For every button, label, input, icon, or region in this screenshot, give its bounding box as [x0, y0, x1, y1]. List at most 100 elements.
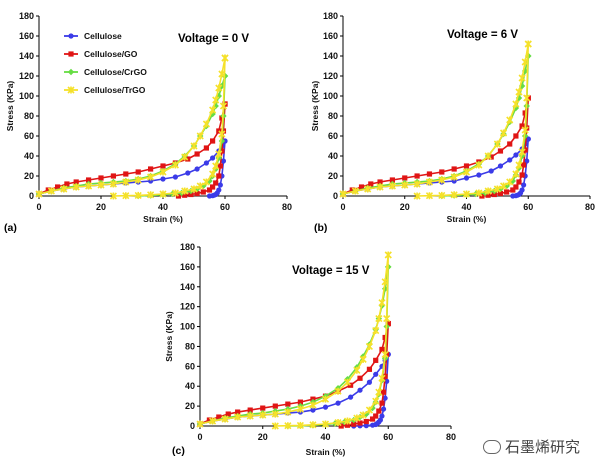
panel-a-ytick-label: 0	[29, 191, 34, 201]
panel-a-series-cellulose-trgo-loading-point	[134, 176, 142, 184]
panel-a-series-cellulose-loading-point	[148, 178, 154, 184]
panel-c-series-cellulose-trgo-unloading-point	[359, 411, 367, 419]
panel-a-series-cellulose-go-loading-point	[64, 181, 70, 187]
panel-a-series-cellulose-loading-point	[210, 155, 216, 161]
panel-c-series-cellulose-go-loading-point	[366, 366, 373, 372]
panel-a-series-cellulose-trgo-loading-point	[171, 161, 179, 169]
panel-a-series-cellulose-trgo-unloading-point	[209, 170, 217, 178]
panel-c-series-cellulose-go-loading-point	[206, 417, 213, 423]
panel-c-series-cellulose-trgo-loading-point	[259, 411, 267, 419]
panel-b-series-cellulose-trgo-loading-point	[450, 173, 458, 181]
panel-c-series-cellulose-trgo-unloading-point	[365, 406, 373, 414]
panel-b-series-cellulose-trgo-loading-point	[524, 40, 532, 48]
panel-a-series-cellulose-trgo-unloading-point	[219, 102, 228, 110]
panel-b-series-cellulose-crgo-loading-point	[518, 82, 526, 90]
panel-c-series-cellulose-trgo-loading-point	[359, 355, 367, 363]
panel-b-series-cellulose-trgo-loading-point	[475, 161, 483, 169]
panel-a-voltage-annotation: Voltage = 0 V	[178, 33, 249, 45]
panel-b-series-cellulose-go-unloading-point	[510, 187, 516, 193]
panel-b-series-cellulose-go-unloading-point	[479, 193, 485, 199]
panel-c-series-cellulose-go-unloading-point	[376, 408, 382, 414]
panel-c-series-cellulose-trgo-unloading-point	[309, 421, 317, 429]
panel-b-series-cellulose-trgo-loading-point	[438, 176, 446, 184]
panel-c-series-cellulose-go-loading-line	[199, 323, 390, 425]
panel-b-series-cellulose-crgo-loading-point	[515, 94, 523, 102]
panel-c-ytick-label: 40	[185, 381, 195, 391]
panel-b-series-cellulose-trgo-unloading-point	[425, 192, 434, 200]
panel-b-series-cellulose-trgo-loading-point	[512, 100, 520, 108]
panel-b-series-cellulose-trgo-unloading-point	[523, 94, 531, 102]
panel-b-series-cellulose-trgo-unloading-point	[512, 170, 520, 178]
panel-b-series-cellulose-trgo-loading-point	[493, 140, 501, 148]
panel-a-ytick-label: 60	[24, 131, 34, 141]
panel-b-series-cellulose-crgo	[339, 52, 532, 200]
panel-c-series-cellulose-trgo-loading-point	[384, 251, 392, 259]
panel-a-x-axis-label: Strain (%)	[143, 214, 183, 224]
panel-c-series-cellulose-trgo-loading-point	[208, 417, 217, 425]
panel-b-series-cellulose-go-loading-point	[513, 133, 519, 139]
panel-b-series-cellulose-trgo-unloading-point	[499, 182, 508, 190]
panel-b-ytick-label: 100	[323, 91, 338, 101]
panel-c-series-cellulose-go	[197, 320, 391, 429]
panel-a-series-cellulose-go-unloading-point	[182, 192, 188, 198]
panel-c-series-cellulose-go-unloading-point	[379, 400, 385, 406]
panel-a-series-cellulose-go-unloading-point	[200, 189, 206, 195]
wechat-icon	[483, 439, 501, 454]
panel-b-series-cellulose-go-loading-point	[507, 141, 513, 147]
panel-b-series-cellulose-trgo-unloading-point	[475, 189, 483, 197]
panel-c-series-cellulose-trgo-loading-point	[271, 410, 279, 418]
panel-a-series-cellulose-trgo-loading-point	[85, 182, 93, 190]
panel-a-series-cellulose-unloading-point	[217, 182, 223, 188]
panel-c-ytick-label: 160	[180, 262, 195, 272]
panel-a-ytick-label: 140	[19, 51, 34, 61]
panel-b-series-cellulose-go-unloading-point	[491, 191, 497, 198]
panel-c: 0 20 40 60 80 100 120 140 160 180 0 20 40 60 80 Strain …	[164, 242, 456, 457]
panel-a-series-cellulose-trgo-loading-point	[35, 190, 43, 198]
panel-a-series-cellulose-trgo-loading-point	[221, 54, 229, 62]
panel-c-series-cellulose-trgo-loading-point	[246, 412, 254, 420]
panel-a-series-cellulose-trgo-loading-point	[159, 168, 167, 176]
panel-a-series-cellulose-trgo-unloading-point	[134, 191, 142, 199]
panel-a-series-cellulose-go-unloading-point	[188, 191, 194, 198]
panel-b-series-cellulose-trgo-loading-point	[499, 129, 508, 137]
panel-b-ytick-label: 160	[323, 31, 338, 41]
panel-a-series-cellulose-trgo-loading-point	[60, 185, 68, 193]
panel-c-xtick-label: 80	[446, 432, 456, 442]
panel-b-series-cellulose-trgo-unloading-line	[417, 43, 530, 197]
panel-c-series-cellulose-trgo-unloading-point	[375, 388, 383, 396]
panel-a-series-cellulose-trgo-loading-point	[218, 70, 226, 78]
panel-c-series-cellulose-loading-point	[335, 400, 341, 406]
panel-c-xtick-label: 20	[258, 432, 268, 442]
panel-c-series-cellulose-trgo-loading-point	[365, 342, 373, 351]
panel-c-series-cellulose-go-unloading-point	[338, 423, 344, 429]
panel-a-series-cellulose-trgo-loading-point	[202, 120, 210, 128]
panel-b-series-cellulose-loading-point	[488, 168, 494, 174]
panel-b-ytick-label: 40	[328, 151, 338, 161]
panel-c-series-cellulose-go-unloading-point	[384, 351, 390, 357]
panel-b-series-cellulose-go-loading-point	[439, 169, 445, 175]
panel-c-series-cellulose-crgo	[196, 263, 392, 430]
panel-b: 0 20 40 60 80 100 120 140 160 180 0 20 40 60 80 Strain …	[310, 11, 595, 234]
panel-a-series-cellulose-go-loading-point	[216, 128, 222, 134]
panel-c-series-cellulose-go-unloading-point	[344, 422, 351, 428]
panel-c-series-cellulose-loading-point	[357, 387, 363, 393]
panel-b-series-cellulose-crgo-unloading-point	[521, 132, 529, 140]
panel-a-series-cellulose-go-unloading-point	[213, 180, 219, 186]
panel-a-series-cellulose-trgo-loading-point	[97, 181, 105, 189]
panel-b-series-cellulose-trgo-loading-point	[462, 168, 471, 176]
panel-a-series-cellulose-unloading-point	[206, 193, 213, 199]
panel-c-series-cellulose-trgo-unloading-point	[296, 421, 304, 429]
panel-b-series-cellulose-trgo-loading-line	[342, 43, 530, 195]
panel-c-series-cellulose-trgo-unloading-point	[271, 422, 279, 430]
panel-c-series-cellulose-trgo-unloading-point	[284, 422, 292, 430]
panel-a-series-cellulose-trgo-unloading-point	[212, 162, 220, 170]
panel-c-series-cellulose-trgo-loading-point	[372, 326, 380, 335]
panel-b-series-cellulose-unloading-point	[510, 193, 516, 199]
panel-c-series-cellulose-go-unloading-point	[369, 416, 376, 422]
panel-c-series-cellulose-loading-point	[310, 407, 316, 413]
panel-b-series-cellulose-trgo-unloading-point	[493, 185, 501, 193]
panel-a-legend-marker-cellulose-crgo	[67, 68, 75, 76]
panel-a: 0 20 40 60 80 100 120 140 160 180 0 20 40 60 80 Strain …	[4, 11, 292, 234]
panel-b-series-cellulose-loading-point	[497, 163, 504, 169]
